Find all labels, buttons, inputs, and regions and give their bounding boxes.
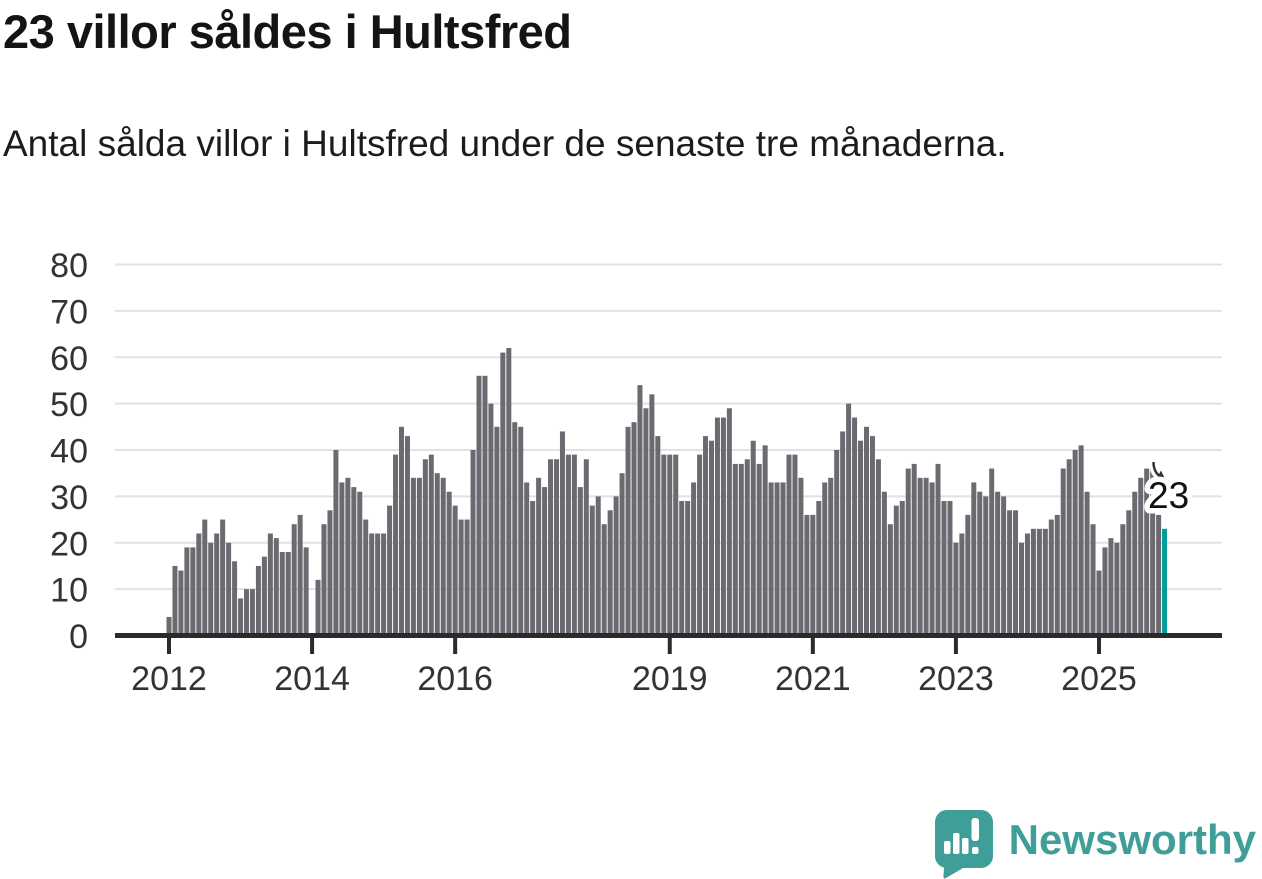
svg-text:70: 70	[50, 293, 88, 331]
svg-text:50: 50	[50, 386, 88, 424]
chart-subtitle: Antal sålda villor i Hultsfred under de …	[3, 123, 1007, 164]
svg-text:2012: 2012	[131, 660, 207, 698]
svg-text:2019: 2019	[632, 660, 708, 698]
svg-text:10: 10	[50, 572, 88, 610]
svg-text:2016: 2016	[417, 660, 493, 698]
newsworthy-logo: Newsworthy	[933, 808, 1256, 879]
svg-text:60: 60	[50, 340, 88, 378]
svg-text:2023: 2023	[918, 660, 994, 698]
brand-name: Newsworthy	[1008, 816, 1256, 863]
svg-text:23: 23	[1148, 475, 1189, 516]
svg-text:30: 30	[50, 479, 88, 517]
svg-text:80: 80	[50, 247, 88, 285]
svg-text:20: 20	[50, 525, 88, 563]
svg-text:2025: 2025	[1061, 660, 1137, 698]
svg-text:2014: 2014	[274, 660, 350, 698]
svg-text:2021: 2021	[775, 660, 851, 698]
chart-title: 23 villor såldes i Hultsfred	[3, 5, 572, 58]
newsworthy-icon	[934, 810, 993, 879]
svg-text:0: 0	[69, 618, 88, 656]
svg-text:40: 40	[50, 433, 88, 471]
